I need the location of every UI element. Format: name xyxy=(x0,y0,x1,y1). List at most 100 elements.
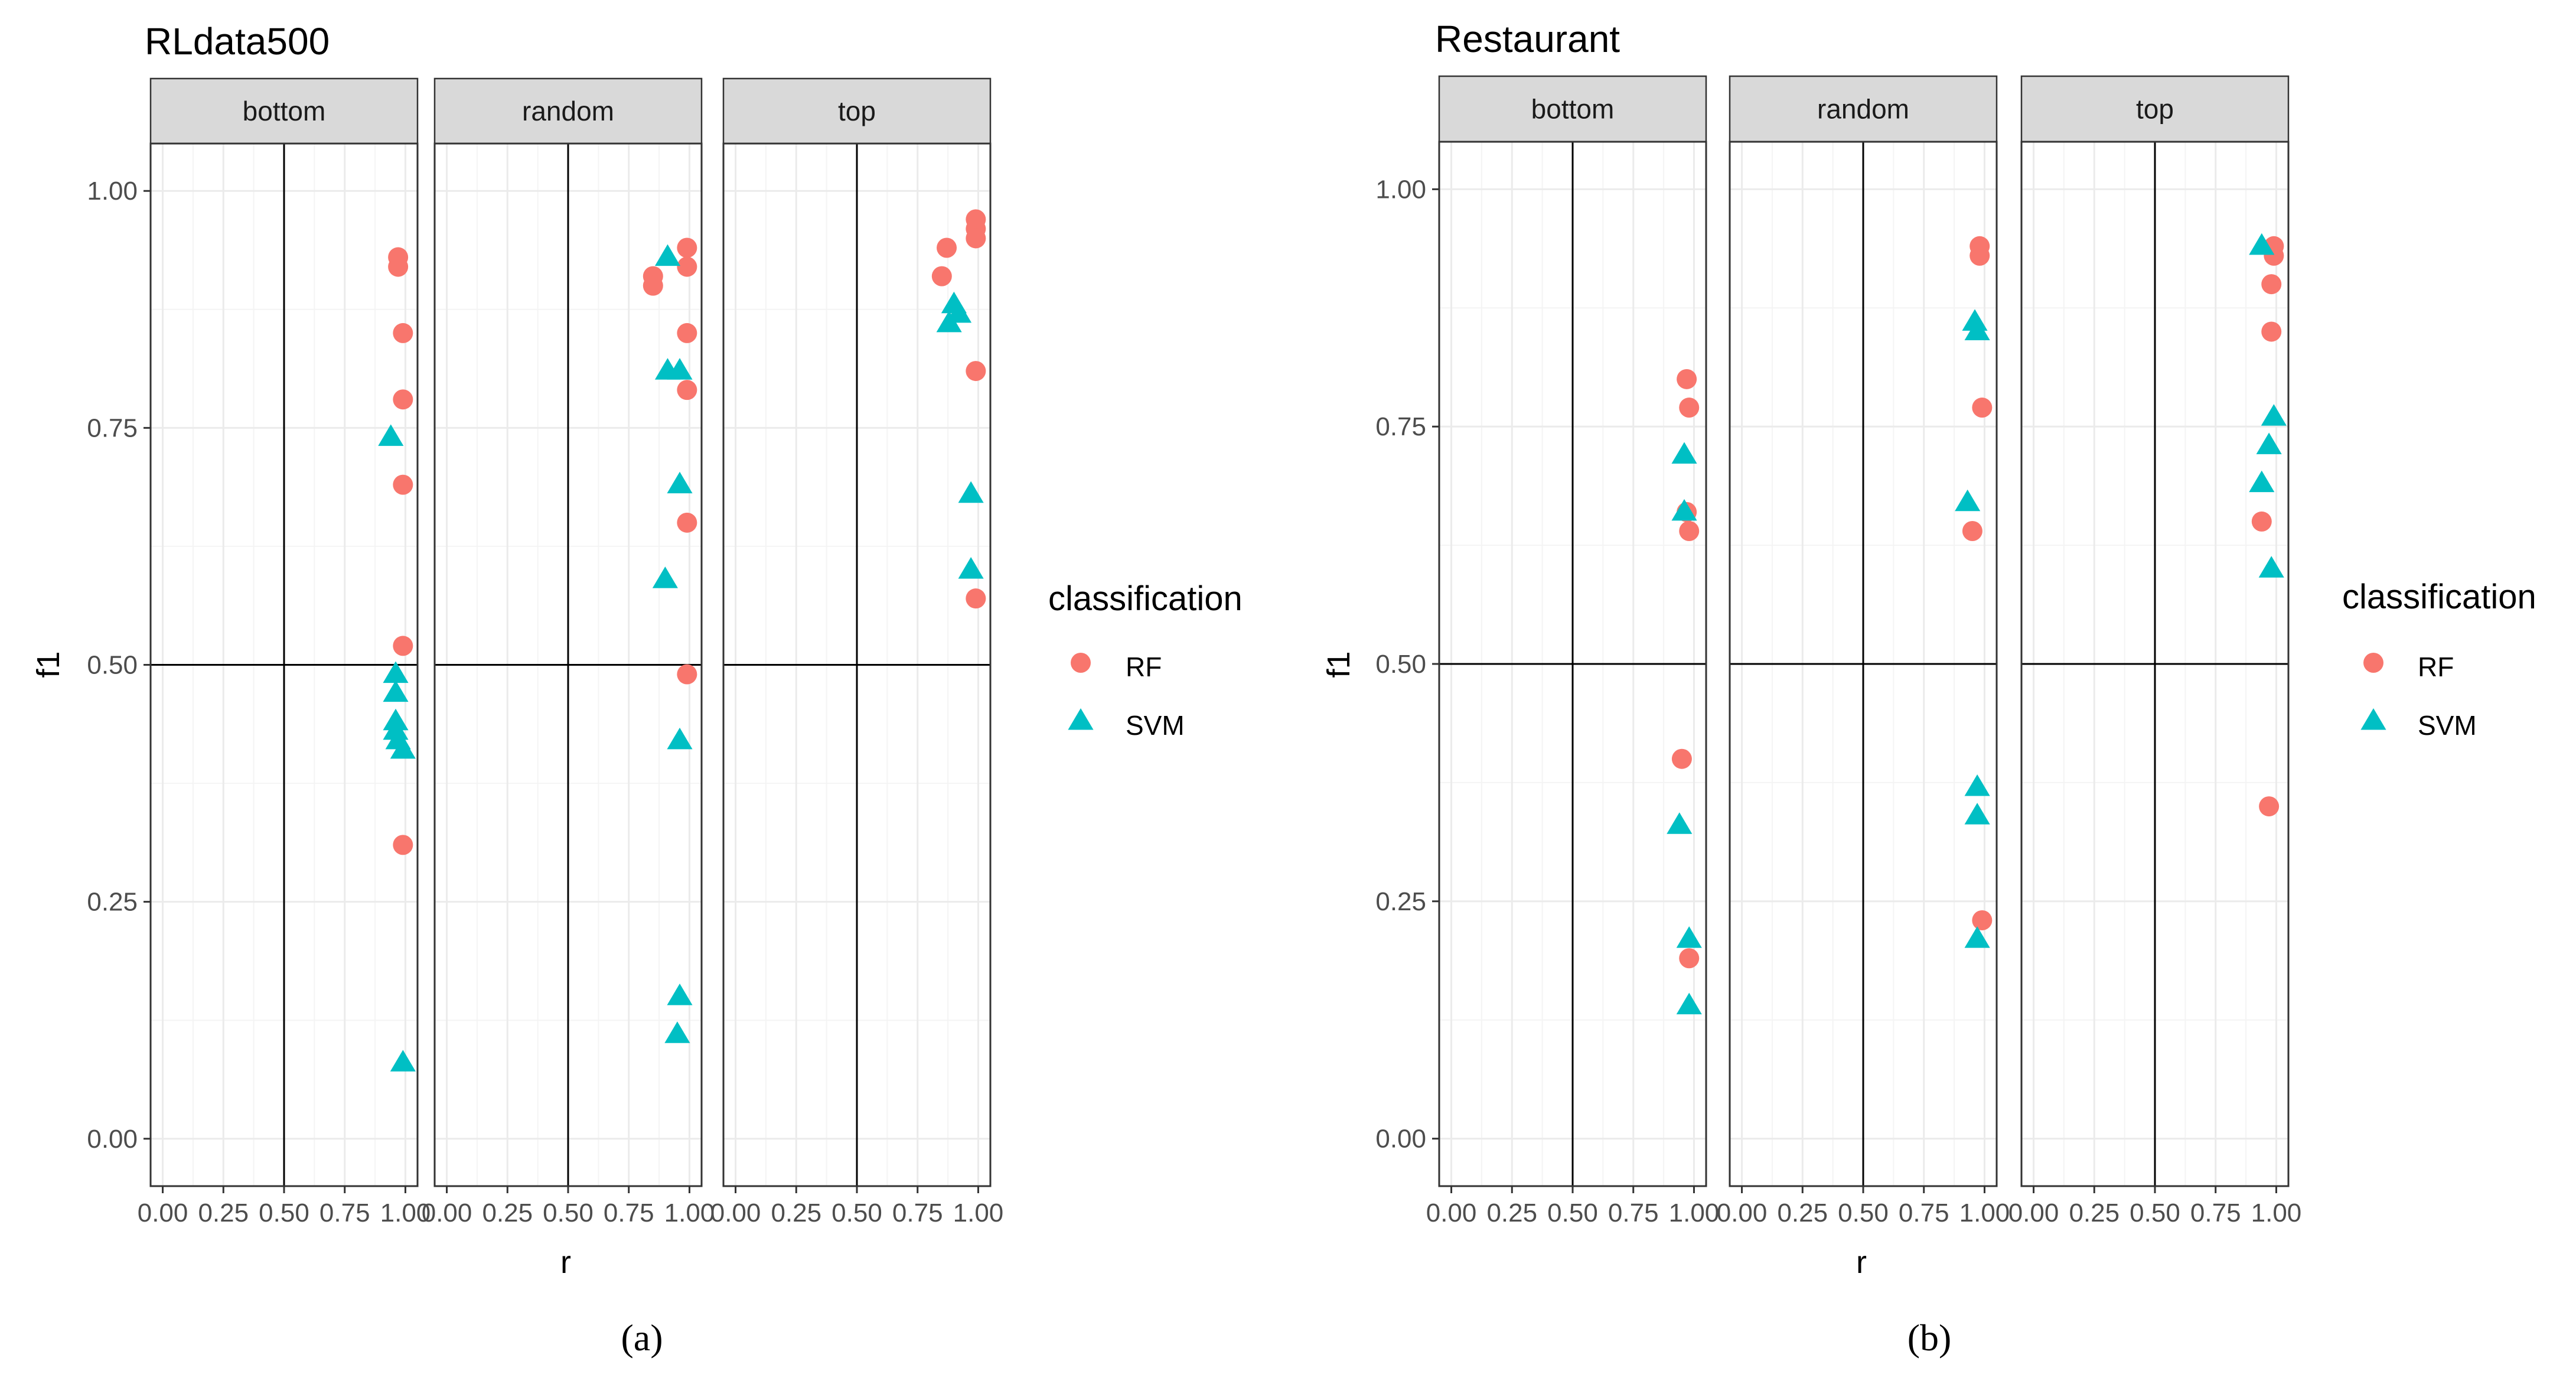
facet-panel-random: random 0.00 0.25 0.50 0.75 1.00 xyxy=(1717,75,2010,1227)
point-svm xyxy=(2256,432,2282,454)
point-svm xyxy=(667,358,693,380)
plot-layer: bottom 0.00 0.25 0.50 0.75 1.00 random 0.00 0.25… xyxy=(87,75,2386,1227)
point-rf xyxy=(393,389,413,410)
facet-panel-random: random 0.00 0.25 0.50 0.75 1.00 xyxy=(422,77,715,1227)
x-tick-label: 0.25 xyxy=(1777,1199,1828,1227)
point-rf xyxy=(966,588,986,609)
point-rf xyxy=(677,323,697,343)
facet-strip xyxy=(1438,75,1707,143)
point-rf xyxy=(393,474,413,495)
chart-b-legend-label-svm: SVM xyxy=(2418,710,2477,741)
chart-b: bottom 0.00 0.25 0.50 0.75 1.00 random 0.00 0.25… xyxy=(1375,75,2386,1227)
chart-a: bottom 0.00 0.25 0.50 0.75 1.00 random 0.00 0.25… xyxy=(87,77,1094,1227)
facet-panel-bottom: bottom 0.00 0.25 0.50 0.75 1.00 xyxy=(138,77,431,1227)
point-svm xyxy=(936,310,962,333)
point-rf xyxy=(677,256,697,277)
chart-b-legend-title: classification xyxy=(2342,578,2536,616)
point-rf xyxy=(966,361,986,382)
x-tick-label: 0.75 xyxy=(1608,1199,1659,1227)
point-rf xyxy=(1972,910,1993,930)
point-svm xyxy=(667,471,693,494)
point-svm xyxy=(378,424,404,446)
legend-key-rf xyxy=(2363,653,2383,673)
facet-strip xyxy=(149,77,419,145)
point-rf xyxy=(393,835,413,855)
x-tick-label: 1.00 xyxy=(1959,1199,2010,1227)
x-tick-label: 0.50 xyxy=(2130,1199,2180,1227)
chart-b-caption: (b) xyxy=(1907,1317,1952,1359)
facet-strip xyxy=(2020,75,2290,143)
point-svm xyxy=(1676,992,1702,1015)
point-rf xyxy=(677,237,697,258)
point-svm xyxy=(1955,489,1981,512)
point-rf xyxy=(1679,948,1700,969)
point-svm xyxy=(652,566,678,588)
x-tick-label: 0.75 xyxy=(892,1199,943,1227)
x-tick-label: 0.25 xyxy=(198,1199,249,1227)
point-rf xyxy=(1677,369,1697,389)
point-rf xyxy=(2261,274,2282,295)
facet-panel-top: top 0.00 0.25 0.50 0.75 1.00 xyxy=(710,77,1003,1227)
facet-strip xyxy=(722,77,992,145)
point-rf xyxy=(393,636,413,656)
point-svm xyxy=(2249,233,2275,255)
point-svm xyxy=(1671,442,1697,464)
y-tick-label: 0.00 xyxy=(87,1125,138,1154)
x-tick-label: 0.50 xyxy=(1838,1199,1889,1227)
point-svm xyxy=(664,1021,690,1043)
x-tick-label: 0.50 xyxy=(259,1199,309,1227)
point-svm xyxy=(667,727,693,750)
y-tick-label: 1.00 xyxy=(1375,175,1426,204)
point-svm xyxy=(1964,926,1990,948)
point-svm xyxy=(383,680,409,702)
x-tick-label: 0.50 xyxy=(832,1199,882,1227)
x-tick-label: 0.50 xyxy=(543,1199,594,1227)
x-tick-label: 1.00 xyxy=(1669,1199,1720,1227)
facet-strip xyxy=(1729,75,1998,143)
facet-strip-label: random xyxy=(1817,94,1909,125)
facet-panel-top: top 0.00 0.25 0.50 0.75 1.00 xyxy=(2008,75,2302,1227)
point-rf xyxy=(931,266,952,286)
chart-a-title: RLdata500 xyxy=(145,20,330,63)
point-svm xyxy=(958,481,984,503)
chart-a-legend-label-svm: SVM xyxy=(1126,710,1185,741)
chart-a-legend-title: classification xyxy=(1048,579,1243,618)
facet-strip-label: bottom xyxy=(1531,94,1615,125)
x-tick-label: 0.50 xyxy=(1547,1199,1598,1227)
facet-strip xyxy=(433,77,703,145)
x-tick-label: 0.00 xyxy=(710,1199,761,1227)
point-rf xyxy=(1972,398,1993,418)
x-tick-label: 0.75 xyxy=(1899,1199,1949,1227)
chart-a-y-axis-title: f1 xyxy=(31,651,66,678)
legend-key-svm xyxy=(1068,708,1094,730)
facet-strip-label: bottom xyxy=(243,96,326,126)
chart-a-x-axis-title: r xyxy=(560,1245,571,1280)
facet-strip-label: top xyxy=(2136,94,2174,125)
point-svm xyxy=(1667,812,1693,834)
point-svm xyxy=(1676,926,1702,948)
point-svm xyxy=(1964,774,1990,796)
point-rf xyxy=(1970,245,1990,266)
point-svm xyxy=(1964,803,1990,825)
chart-a-legend-label-rf: RF xyxy=(1126,652,1162,682)
point-svm xyxy=(2261,404,2287,426)
facet-strip-label: random xyxy=(522,96,614,126)
x-tick-label: 0.75 xyxy=(2190,1199,2241,1227)
point-rf xyxy=(393,323,413,343)
point-svm xyxy=(2249,470,2275,493)
x-tick-label: 1.00 xyxy=(2251,1199,2302,1227)
x-tick-label: 1.00 xyxy=(664,1199,715,1227)
y-tick-label: 1.00 xyxy=(87,177,138,206)
x-tick-label: 0.00 xyxy=(2008,1199,2059,1227)
point-rf xyxy=(1962,520,1982,541)
point-rf xyxy=(677,512,697,533)
y-tick-label: 0.25 xyxy=(1375,887,1426,916)
point-rf xyxy=(1679,520,1700,541)
point-rf xyxy=(937,237,957,258)
x-tick-label: 0.25 xyxy=(771,1199,821,1227)
point-svm xyxy=(1964,318,1990,340)
x-tick-label: 0.25 xyxy=(1486,1199,1537,1227)
y-tick-label: 0.75 xyxy=(1375,412,1426,441)
